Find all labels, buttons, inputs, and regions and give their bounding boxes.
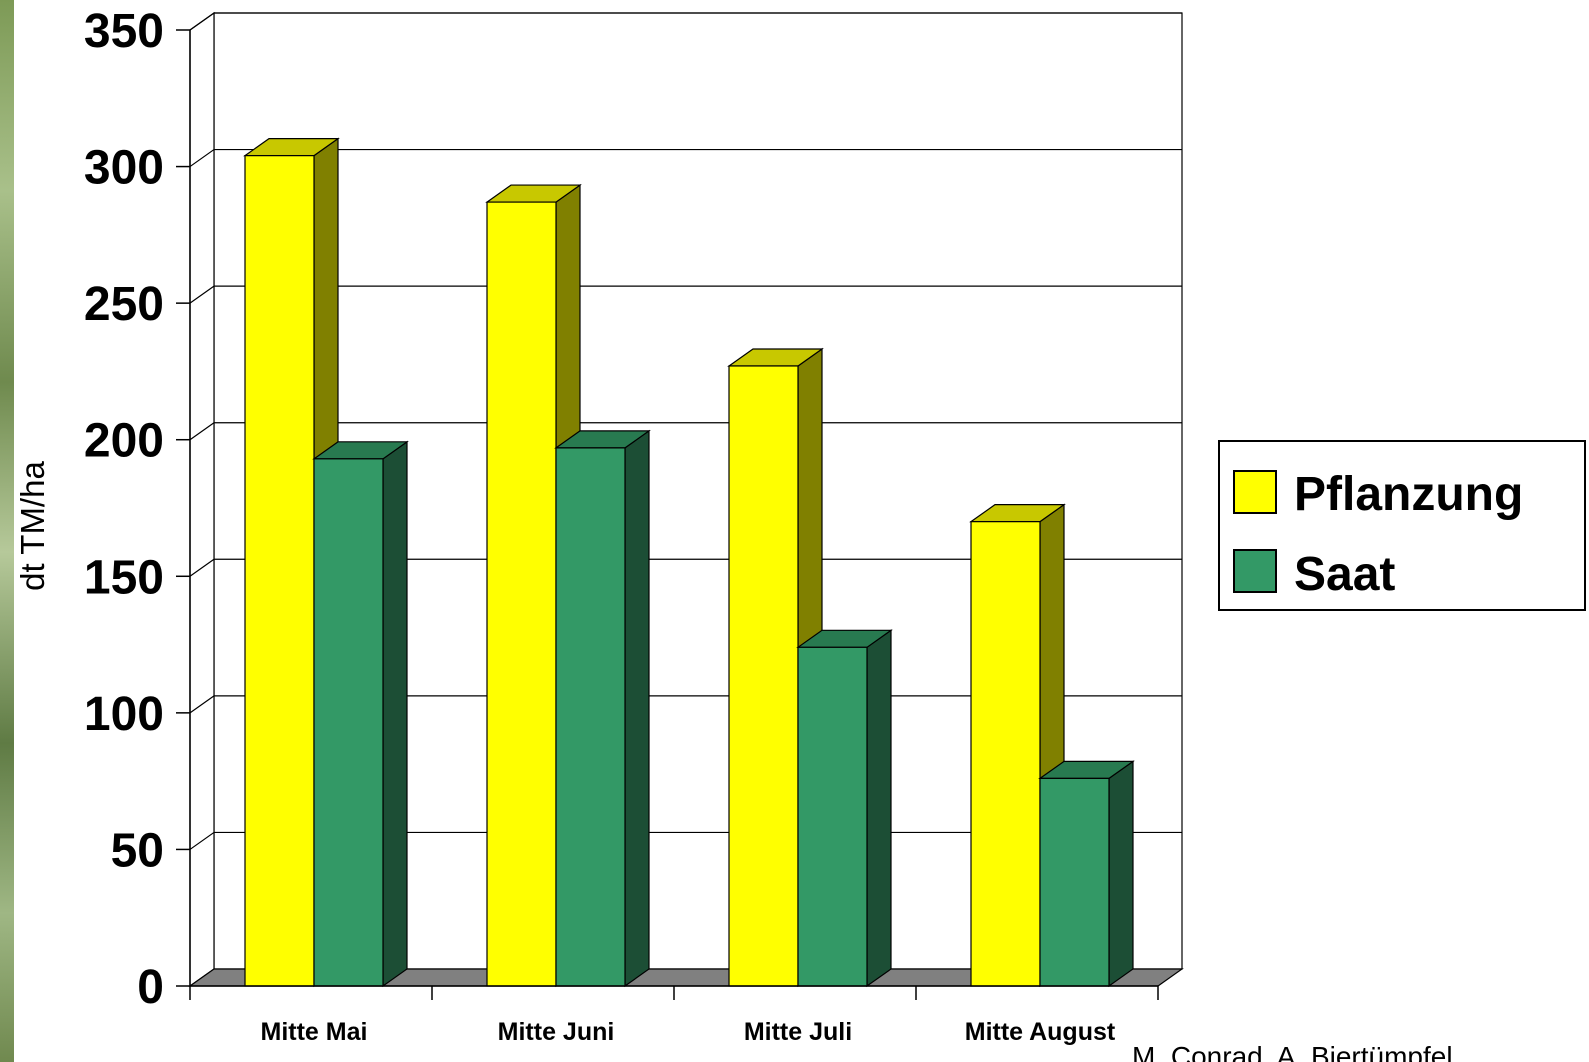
y-tick-label: 50	[111, 824, 164, 877]
legend-swatch-pflanzung	[1233, 470, 1277, 514]
bar-front	[244, 155, 315, 987]
bar	[1038, 760, 1135, 988]
side-wall	[189, 11, 215, 988]
background-photo-strip	[0, 0, 14, 1062]
bar	[554, 429, 651, 988]
legend: Pflanzung Saat	[1218, 440, 1586, 611]
bar-side	[866, 629, 892, 988]
y-axis-label: dt TM/ha	[14, 461, 51, 591]
bar	[796, 629, 893, 988]
gridline	[189, 422, 1182, 441]
x-axis: Mitte Mai Mitte Juni Mitte Juli Mitte Augus…	[189, 985, 1159, 1046]
gridline	[189, 285, 1182, 304]
y-tick-label: 300	[84, 142, 164, 195]
bar-front	[970, 521, 1041, 987]
x-tick-label: Mitte Mai	[261, 1018, 368, 1046]
legend-box	[1218, 440, 1586, 611]
y-tick-label: 200	[84, 415, 164, 468]
y-tick-label: 0	[137, 961, 164, 1014]
bar-front	[313, 458, 384, 987]
bar	[312, 440, 409, 988]
x-tick-label: Mitte Juli	[744, 1018, 852, 1046]
bar-side	[624, 429, 650, 988]
legend-label-saat: Saat	[1294, 548, 1395, 601]
y-tick-label: 100	[84, 688, 164, 741]
bars	[243, 137, 1135, 988]
y-tick-label: 150	[84, 551, 164, 604]
y-tick-label: 350	[84, 5, 164, 58]
y-axis: 0 50 100 150 200 250 300 350	[84, 5, 191, 1014]
bar-side	[1108, 760, 1134, 988]
legend-label-pflanzung: Pflanzung	[1294, 468, 1523, 521]
gridline	[189, 148, 1182, 168]
x-tick-label: Mitte August	[965, 1018, 1116, 1046]
bar-side	[382, 440, 408, 988]
x-tick-label: Mitte Juni	[498, 1018, 615, 1046]
bar-front	[797, 646, 868, 987]
credit-text: M. Conrad, A. Biertümpfel	[1132, 1041, 1453, 1062]
y-tick-label: 250	[84, 278, 164, 331]
legend-swatch-saat	[1233, 549, 1277, 593]
bar-front	[555, 447, 626, 987]
bar-front	[486, 201, 557, 987]
gridline	[189, 12, 1182, 31]
gridline	[189, 558, 1182, 577]
bar-front	[728, 365, 799, 987]
bar-front	[1039, 777, 1110, 987]
bar	[727, 347, 824, 988]
